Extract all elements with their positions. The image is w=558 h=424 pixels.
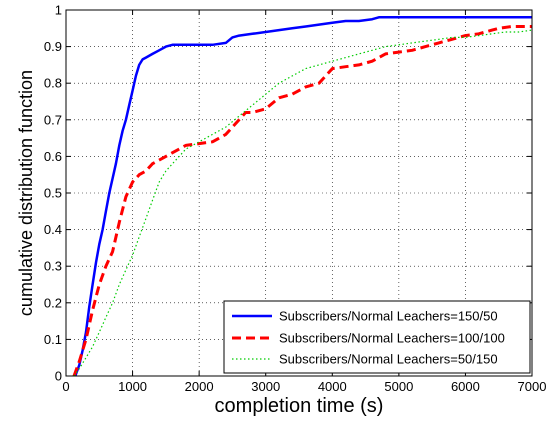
y-tick-label: 0 <box>55 369 62 384</box>
y-axis-label: cumulative distribution function <box>16 70 36 316</box>
x-axis-label: completion time (s) <box>215 395 384 417</box>
y-tick-label: 0.3 <box>44 259 62 274</box>
y-tick-label: 0.6 <box>44 149 62 164</box>
y-tick-label: 0.1 <box>44 332 62 347</box>
x-tick-label: 1000 <box>118 379 147 394</box>
y-tick-label: 0.9 <box>44 39 62 54</box>
legend-box <box>223 300 531 374</box>
x-tick-label: 6000 <box>451 379 480 394</box>
x-tick-label: 5000 <box>384 379 413 394</box>
series-layer <box>72 16 533 377</box>
x-tick-label: 7000 <box>518 379 547 394</box>
series-100-100-line <box>72 25 532 377</box>
axis-ticks: 0 1000 2000 3000 4000 5000 6000 7000 0 0.1 0.2 0.3 0… <box>44 3 547 395</box>
x-tick-label: 3000 <box>251 379 280 394</box>
legend-label-100-100: Subscribers/Normal Leachers=100/100 <box>279 331 505 346</box>
y-tick-label: 0.2 <box>44 295 62 310</box>
x-tick-label: 0 <box>62 379 69 394</box>
legend-label-50-150: Subscribers/Normal Leachers=50/150 <box>279 352 498 367</box>
y-tick-label: 0.8 <box>44 76 62 91</box>
legend-label-150-50: Subscribers/Normal Leachers=150/50 <box>279 309 498 324</box>
y-tick-label: 0.4 <box>44 222 62 237</box>
legend: Subscribers/Normal Leachers=150/50 Subsc… <box>223 300 531 374</box>
y-tick-label: 1 <box>55 3 62 18</box>
y-tick-label: 0.5 <box>44 186 62 201</box>
series-150-50-line <box>74 16 532 377</box>
series-50-150-line <box>73 29 533 377</box>
x-tick-label: 4000 <box>318 379 347 394</box>
x-tick-label: 2000 <box>185 379 214 394</box>
y-tick-label: 0.7 <box>44 112 62 127</box>
